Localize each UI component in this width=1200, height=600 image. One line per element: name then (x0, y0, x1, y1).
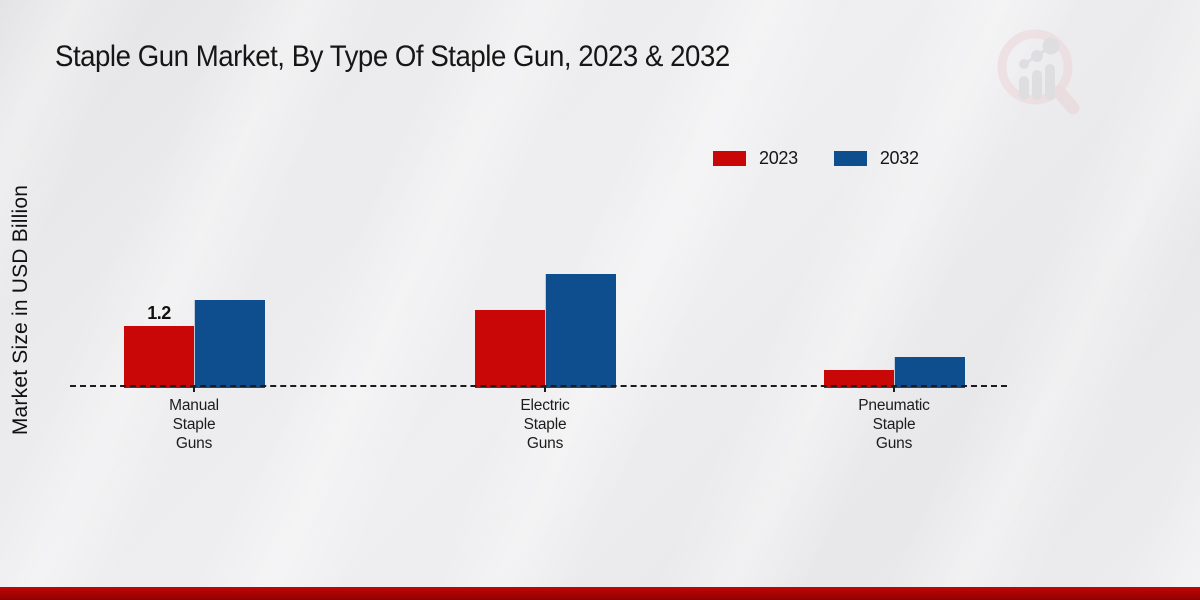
x-axis-tick-electric-staple-guns (544, 387, 546, 392)
x-axis-line (70, 385, 1007, 387)
bar-value-label: 1.2 (147, 303, 171, 323)
bar-2023-manual-staple-guns (124, 326, 194, 388)
legend-label-2032: 2032 (879, 147, 919, 168)
category-label-electric-staple-guns: Electric Staple Guns (520, 397, 570, 452)
bottom-accent-bar (0, 587, 1200, 600)
bar-2023-pneumatic-staple-guns (824, 370, 894, 388)
magnifier-bar-chart-logo-icon (988, 24, 1085, 126)
legend-swatch-2023 (713, 150, 746, 166)
legend-item-2032: 2032 (833, 147, 919, 169)
legend-label-2023: 2023 (759, 147, 798, 168)
legend: 2023 2032 (713, 146, 919, 170)
bar-2023-electric-staple-guns (475, 310, 545, 388)
legend-swatch-2032 (833, 150, 867, 166)
x-axis-tick-pneumatic-staple-guns (893, 387, 895, 392)
bar-2032-pneumatic-staple-guns (894, 357, 965, 388)
chart-title: Staple Gun Market, By Type Of Staple Gun… (55, 40, 730, 73)
category-label-manual-staple-guns: Manual Staple Guns (169, 397, 219, 452)
category-label-pneumatic-staple-guns: Pneumatic Staple Guns (858, 397, 930, 452)
bar-2032-electric-staple-guns (545, 274, 616, 388)
bar-2032-manual-staple-guns (194, 300, 265, 388)
legend-item-2023: 2023 (713, 148, 798, 169)
x-axis-tick-manual-staple-guns (193, 387, 195, 392)
